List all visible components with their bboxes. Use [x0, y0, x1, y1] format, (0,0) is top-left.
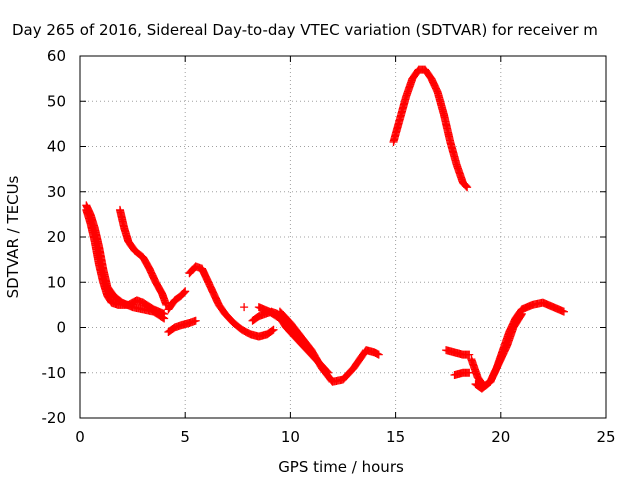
data-point	[179, 289, 188, 298]
data-point	[181, 287, 190, 296]
data-point	[461, 181, 470, 190]
data-point	[191, 316, 200, 325]
y-tick-label: -10	[42, 364, 67, 382]
data-point	[160, 309, 169, 318]
data-point	[374, 350, 383, 359]
y-tick-label: 50	[47, 92, 66, 110]
data-point	[268, 326, 277, 335]
series-segment-4	[164, 287, 190, 314]
series-segment-11	[389, 65, 472, 192]
y-tick-label: -20	[42, 409, 67, 427]
series-segment-12	[442, 346, 474, 359]
series-segment-5	[164, 316, 200, 337]
x-tick-label: 10	[281, 428, 300, 446]
data-point	[240, 303, 249, 312]
series-segment-15	[471, 309, 526, 393]
x-tick-label: 0	[75, 428, 85, 446]
data-point	[559, 307, 568, 316]
series-segment-14	[467, 298, 568, 391]
x-tick-label: 5	[180, 428, 190, 446]
series-segment-10	[275, 307, 383, 386]
x-tick-label: 25	[596, 428, 615, 446]
series-segment-3	[115, 205, 171, 309]
series-segment-13	[450, 368, 474, 380]
data-points	[82, 65, 568, 393]
y-tick-label: 20	[47, 228, 66, 246]
data-point	[463, 183, 472, 192]
data-point	[517, 309, 526, 318]
y-tick-label: 10	[47, 273, 66, 291]
data-point	[517, 311, 526, 320]
data-point	[180, 288, 189, 297]
data-point	[462, 182, 471, 191]
data-point	[465, 350, 474, 359]
grid	[80, 56, 606, 418]
x-tick-label: 15	[386, 428, 405, 446]
y-tick-label: 40	[47, 138, 66, 156]
series-segment-6	[185, 262, 278, 341]
data-point	[269, 325, 278, 334]
series-segment-2	[82, 205, 169, 318]
y-axis-label: SDTVAR / TECUs	[4, 175, 22, 298]
plot-frame	[79, 55, 607, 419]
y-tick-label: 30	[47, 183, 66, 201]
axis-ticks: 0 5 10 15 20 25 -20 -10 0 10 20 30 40 50 60	[42, 47, 616, 446]
chart-title: Day 265 of 2016, Sidereal Day-to-day VTE…	[12, 21, 598, 39]
y-tick-label: 60	[47, 47, 66, 65]
y-tick-label: 0	[56, 319, 66, 337]
x-tick-label: 20	[491, 428, 510, 446]
series-segment-7	[240, 303, 249, 312]
x-axis-label: GPS time / hours	[278, 458, 404, 476]
